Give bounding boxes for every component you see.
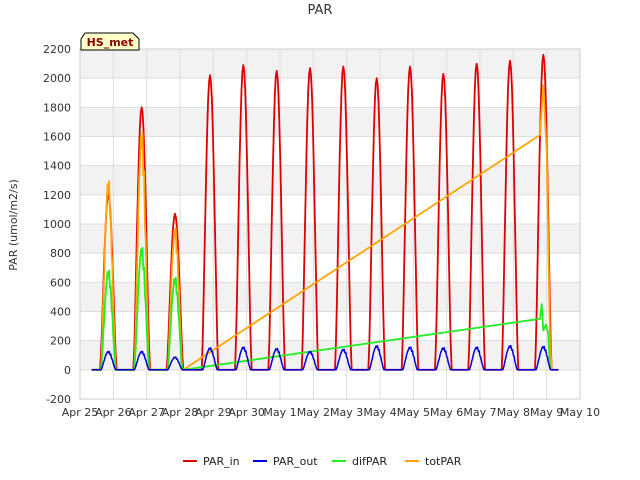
y-tick-label: -200 bbox=[46, 393, 71, 406]
y-tick-label: 200 bbox=[50, 335, 71, 348]
band-3 bbox=[80, 282, 580, 312]
y-tick-label: 2000 bbox=[43, 72, 71, 85]
y-tick-label: 2200 bbox=[43, 43, 71, 56]
y-axis-ticks: -200 0 200 400 600 800 1000 1200 1400 1600 1800 200… bbox=[43, 43, 71, 406]
x-tick-label: May 4 bbox=[363, 406, 396, 419]
plot-background-bands bbox=[80, 49, 580, 370]
series-lines bbox=[91, 53, 559, 371]
legend-label: PAR_out bbox=[273, 455, 318, 468]
badge-label: HS_met bbox=[87, 36, 134, 49]
x-tick-label: Apr 28 bbox=[162, 406, 199, 419]
y-tick-label: 400 bbox=[50, 306, 71, 319]
x-tick-label: Apr 25 bbox=[62, 406, 99, 419]
series-difpar bbox=[91, 246, 551, 371]
x-tick-label: May 6 bbox=[430, 406, 463, 419]
legend-label: PAR_in bbox=[203, 455, 240, 468]
chart-title: PAR bbox=[308, 3, 333, 18]
x-tick-label: Apr 29 bbox=[195, 406, 232, 419]
x-tick-label: Apr 30 bbox=[228, 406, 265, 419]
y-tick-label: 1600 bbox=[43, 131, 71, 144]
badge-box bbox=[80, 32, 140, 51]
x-tick-label: May 10 bbox=[560, 406, 600, 419]
y-axis-label: PAR (umol/m2/s) bbox=[7, 179, 20, 271]
y-tick-label: 1000 bbox=[43, 218, 71, 231]
x-tick-label: May 9 bbox=[530, 406, 563, 419]
legend-label: totPAR bbox=[425, 455, 462, 468]
y-tick-label: 800 bbox=[50, 247, 71, 260]
legend: PAR_in PAR_out difPAR totPAR bbox=[183, 455, 462, 468]
series-par-out bbox=[91, 344, 559, 371]
x-tick-label: Apr 27 bbox=[128, 406, 165, 419]
x-tick-label: Apr 26 bbox=[95, 406, 132, 419]
y-tick-label: 1800 bbox=[43, 101, 71, 114]
x-tick-label: May 3 bbox=[330, 406, 363, 419]
y-tick-label: 0 bbox=[64, 364, 71, 377]
series-par-in bbox=[91, 53, 559, 371]
y-tick-label: 1400 bbox=[43, 160, 71, 173]
series-totpar bbox=[91, 84, 553, 371]
x-tick-label: May 8 bbox=[497, 406, 530, 419]
band-11 bbox=[80, 49, 580, 79]
x-tick-label: May 1 bbox=[263, 406, 296, 419]
legend-label: difPAR bbox=[352, 455, 387, 468]
band-5 bbox=[80, 224, 580, 254]
band-9 bbox=[80, 107, 580, 137]
x-tick-label: May 5 bbox=[397, 406, 430, 419]
plot-frame bbox=[79, 48, 581, 400]
station-badge: HS_met bbox=[80, 32, 140, 51]
x-tick-label: May 2 bbox=[297, 406, 330, 419]
y-tick-label: 600 bbox=[50, 276, 71, 289]
y-tick-label: 1200 bbox=[43, 189, 71, 202]
band-1 bbox=[80, 340, 580, 370]
band-7 bbox=[80, 165, 580, 195]
x-tick-label: May 7 bbox=[463, 406, 496, 419]
